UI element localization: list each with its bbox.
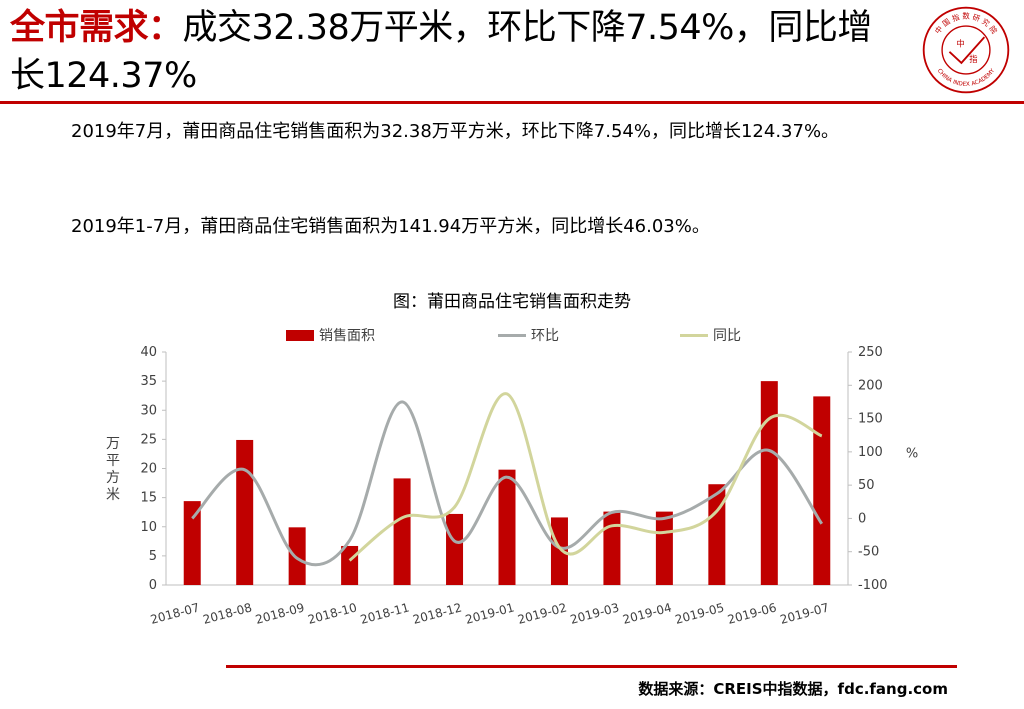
y-axis-label: 万平方米 xyxy=(106,436,120,503)
x-tick-label: 2018-11 xyxy=(359,600,411,627)
x-tick-label: 2018-07 xyxy=(149,600,201,627)
y-right-tick-label: 0 xyxy=(858,511,866,526)
legend-swatch-销售面积 xyxy=(286,330,314,341)
footer-divider xyxy=(226,665,957,668)
data-source: 数据来源：CREIS中指数据，fdc.fang.com xyxy=(638,680,948,698)
y-tick-label: 20 xyxy=(140,462,157,477)
y-right-tick-label: 150 xyxy=(858,412,883,427)
bar-2018-07 xyxy=(183,501,201,585)
y-tick-label: 35 xyxy=(140,374,157,389)
header-divider xyxy=(0,101,1024,104)
x-tick-label: 2019-05 xyxy=(674,600,726,627)
y-tick-label: 25 xyxy=(140,432,157,447)
bar-2018-09 xyxy=(288,527,306,585)
legend-label-同比: 同比 xyxy=(713,328,741,344)
x-tick-label: 2019-01 xyxy=(464,600,516,627)
legend-label-销售面积: 销售面积 xyxy=(319,328,375,344)
y-right-tick-label: 200 xyxy=(858,378,883,393)
plot-area: 0 5 10 15 20 25 30 35 40 -100 -50 0 50 100 150 200 250 万平… xyxy=(106,345,918,627)
y-right-tick-label: 50 xyxy=(858,478,875,493)
y-tick-label: 5 xyxy=(149,549,157,564)
y-right-axis-label: % xyxy=(906,447,918,462)
logo-english-text: CHINA INDEX ACADEMY xyxy=(936,68,997,88)
y-tick-label: 30 xyxy=(140,403,157,418)
x-tick-label: 2018-12 xyxy=(411,600,463,627)
title-text: 成交32.38万平米，环比下降7.54%，同比增长124.37% xyxy=(10,8,872,96)
sales-area-chart: 销售面积 环比 同比 0 5 10 15 20 25 30 35 40 -100 -50 0 50 100 15… xyxy=(106,328,918,627)
x-tick-label: 2018-10 xyxy=(306,600,358,627)
logo-center-bottom: 指 xyxy=(969,54,977,64)
page-title: 全市需求：成交32.38万平米，环比下降7.54%，同比增长124.37% xyxy=(10,4,890,100)
logo-center-top: 中 xyxy=(956,38,964,48)
bar-2019-01 xyxy=(498,469,516,585)
x-tick-label: 2018-09 xyxy=(254,600,306,627)
logo-inner-ring xyxy=(941,25,991,75)
y-right-tick-label: -100 xyxy=(858,578,888,593)
chart-title: 图：莆田商品住宅销售面积走势 xyxy=(393,292,631,312)
chart-legend: 销售面积 环比 同比 xyxy=(286,328,741,344)
x-tick-label: 2019-04 xyxy=(621,600,673,627)
x-tick-label: 2019-07 xyxy=(778,600,830,627)
x-tick-label: 2019-02 xyxy=(516,600,568,627)
y-right-tick-label: 100 xyxy=(858,445,883,460)
x-tick-label: 2019-06 xyxy=(726,600,778,627)
bar-2018-12 xyxy=(446,513,464,585)
line-环比 xyxy=(191,400,824,567)
logo-check-mark xyxy=(948,36,986,65)
china-index-academy-logo: 中 国 指 数 研 究 院 CHINA INDEX ACADEMY 中 指 xyxy=(922,6,1010,94)
y-tick-label: 10 xyxy=(140,520,157,535)
bar-2019-06 xyxy=(760,381,778,585)
bar-2019-04 xyxy=(655,511,673,585)
bar-2019-02 xyxy=(550,517,568,585)
line-同比 xyxy=(348,392,823,562)
bar-2018-11 xyxy=(393,478,411,585)
y-right-tick-label: -50 xyxy=(858,545,879,560)
y-right-tick-label: 250 xyxy=(858,345,883,360)
summary-paragraph-ytd: 2019年1-7月，莆田商品住宅销售面积为141.94万平方米，同比增长46.0… xyxy=(71,216,710,237)
y-tick-label: 15 xyxy=(140,491,157,506)
bar-2019-07 xyxy=(813,396,831,585)
y-tick-label: 0 xyxy=(149,578,157,593)
x-tick-label: 2019-03 xyxy=(569,600,621,627)
y-tick-label: 40 xyxy=(140,345,157,360)
legend-label-环比: 环比 xyxy=(531,328,559,344)
logo-outer-ring xyxy=(922,6,1010,94)
title-emphasis: 全市需求： xyxy=(10,8,183,48)
bar-2019-03 xyxy=(603,511,621,585)
bar-2018-10 xyxy=(341,545,359,585)
summary-paragraph-monthly: 2019年7月，莆田商品住宅销售面积为32.38万平方米，环比下降7.54%，同… xyxy=(71,121,840,142)
bar-2018-08 xyxy=(236,439,254,585)
x-tick-label: 2018-08 xyxy=(201,600,253,627)
bar-2019-05 xyxy=(708,484,726,585)
